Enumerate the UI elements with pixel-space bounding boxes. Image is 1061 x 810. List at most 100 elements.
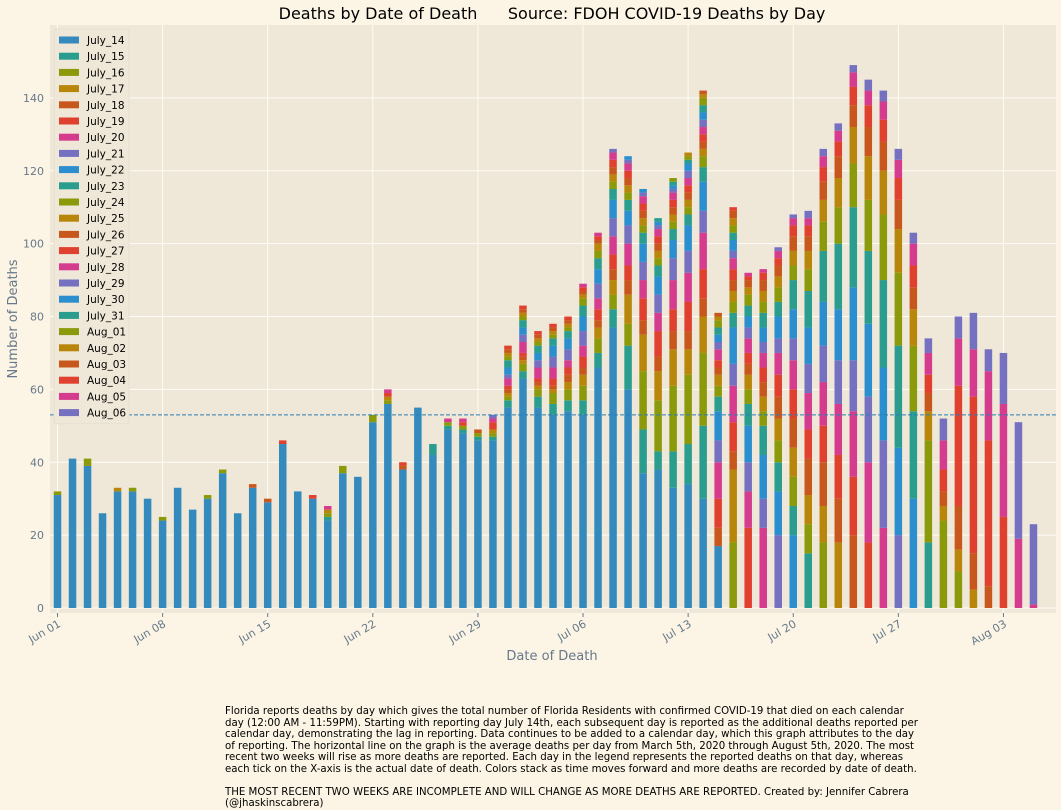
bar-segment <box>324 520 332 608</box>
bar-segment <box>894 148 903 160</box>
bar-segment <box>699 119 707 128</box>
bar-segment <box>594 269 602 284</box>
bar-segment <box>834 309 843 361</box>
bar-segment <box>564 374 572 383</box>
bar-segment <box>519 316 527 321</box>
bar-segment <box>744 327 752 339</box>
caption-warning: THE MOST RECENT TWO WEEKS ARE INCOMPLETE… <box>225 786 909 810</box>
bar-segment <box>564 316 572 321</box>
y-tick-label: 100 <box>23 238 44 251</box>
bar-segment <box>324 505 332 510</box>
bar-segment <box>789 338 797 361</box>
bar-segment <box>789 265 797 281</box>
bar-segment <box>909 287 918 310</box>
bar-segment <box>203 498 212 608</box>
bar-segment <box>999 516 1008 608</box>
bar-segment <box>669 185 677 189</box>
bar-segment <box>849 360 858 412</box>
bar-segment <box>759 411 767 426</box>
legend-label: July_25 <box>86 213 125 225</box>
bar-segment <box>864 323 873 397</box>
bar-segment <box>624 192 632 200</box>
bar-segment <box>233 513 242 608</box>
bar-segment <box>804 553 813 608</box>
bar-segment <box>624 389 632 608</box>
bar-segment <box>639 280 647 299</box>
bar-segment <box>894 229 903 273</box>
legend-swatch <box>59 36 79 44</box>
bar-segment <box>594 250 602 259</box>
bar-segment <box>804 225 813 237</box>
bar-segment <box>489 418 497 423</box>
bar-segment <box>954 549 963 572</box>
bar-segment <box>924 374 933 394</box>
legend-swatch <box>59 149 79 157</box>
bar-segment <box>384 389 392 394</box>
legend-swatch <box>59 85 79 93</box>
bar-segment <box>684 225 692 251</box>
legend-label: July_30 <box>86 294 125 306</box>
bar-segment <box>459 429 467 434</box>
bar-segment <box>789 225 797 237</box>
caption: Florida reports deaths by day which give… <box>225 706 925 810</box>
bar-segment <box>609 181 617 189</box>
bar-segment <box>519 360 527 364</box>
bar-segment <box>699 232 707 270</box>
bar-segment <box>654 400 662 452</box>
bar-segment <box>489 440 497 608</box>
bars <box>53 65 1038 608</box>
bar-segment <box>594 258 602 270</box>
bar-segment <box>789 476 797 506</box>
bar-segment <box>624 210 632 226</box>
bar-segment <box>444 429 452 608</box>
legend: July_14 July_15 July_16 July_17 July_18 July_… <box>53 28 130 425</box>
bar-segment <box>624 323 632 346</box>
bar-segment <box>969 312 978 350</box>
bar-segment <box>834 123 843 131</box>
x-tick-label: Jun 08 <box>131 617 168 646</box>
bar-segment <box>729 451 737 470</box>
bar-segment <box>804 393 813 430</box>
bar-segment <box>939 505 948 521</box>
bar-segment <box>774 374 782 397</box>
bar-segment <box>894 447 903 536</box>
bar-segment <box>534 407 542 608</box>
bar-segment <box>459 418 467 423</box>
bar-segment <box>684 272 692 302</box>
bar-segment <box>984 586 993 608</box>
legend-label: July_17 <box>86 84 125 96</box>
bar-segment <box>519 342 527 353</box>
bar-segment <box>759 454 767 499</box>
bar-segment <box>549 393 557 404</box>
bar-segment <box>639 225 647 233</box>
x-tick-label: Jun 01 <box>26 617 63 646</box>
bar-segment <box>549 323 557 328</box>
bar-segment <box>339 473 347 608</box>
bar-segment <box>384 400 392 404</box>
bar-segment <box>624 280 632 295</box>
bar-segment <box>429 454 437 608</box>
bar-segment <box>429 444 437 455</box>
bar-segment <box>624 345 632 390</box>
bar-segment <box>714 546 722 608</box>
bar-segment <box>969 396 978 554</box>
bar-segment <box>83 458 92 466</box>
bar-segment <box>594 232 602 237</box>
bar-segment <box>759 498 767 528</box>
legend-label: July_18 <box>86 100 125 112</box>
bar-segment <box>684 207 692 215</box>
bar-segment <box>324 516 332 521</box>
bar-segment <box>849 476 858 536</box>
bar-segment <box>564 320 572 324</box>
legend-label: July_29 <box>86 278 125 290</box>
bar-segment <box>444 422 452 426</box>
bar-segment <box>474 440 482 608</box>
bar-segment <box>669 199 677 208</box>
bar-segment <box>819 181 828 200</box>
bar-segment <box>534 331 542 335</box>
bar-segment <box>669 229 677 240</box>
bar-segment <box>684 484 692 608</box>
bar-segment <box>759 312 767 328</box>
bar-segment <box>564 367 572 375</box>
bar-segment <box>609 327 617 608</box>
